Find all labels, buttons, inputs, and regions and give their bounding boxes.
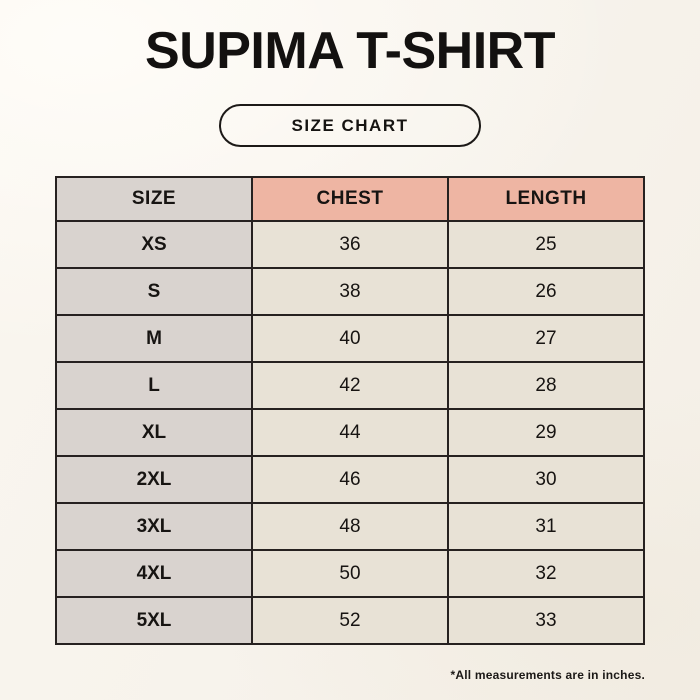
table-row: 4XL 50 32 — [55, 549, 645, 598]
chest-cell: 36 — [251, 220, 449, 269]
page-title: SUPIMA T-SHIRT — [145, 22, 555, 80]
size-cell: M — [55, 314, 253, 363]
size-table-header: SIZE CHEST LENGTH — [55, 176, 645, 222]
table-row: L 42 28 — [55, 361, 645, 410]
header-row: SIZE CHEST LENGTH — [55, 176, 645, 222]
chest-cell: 52 — [251, 596, 449, 645]
table-row: M 40 27 — [55, 314, 645, 363]
chest-cell: 48 — [251, 502, 449, 551]
chest-cell: 44 — [251, 408, 449, 457]
table-row: S 38 26 — [55, 267, 645, 316]
size-cell: S — [55, 267, 253, 316]
length-cell: 33 — [447, 596, 645, 645]
size-table-body: XS 36 25 S 38 26 M 40 27 L 42 28 XL 44 29 2XL 46 30 3XL 48 3… — [55, 220, 645, 645]
size-cell: 5XL — [55, 596, 253, 645]
size-chart-badge: SIZE CHART — [219, 104, 481, 147]
length-cell: 28 — [447, 361, 645, 410]
chest-cell: 38 — [251, 267, 449, 316]
size-cell: XL — [55, 408, 253, 457]
size-table: SIZE CHEST LENGTH XS 36 25 S 38 26 M 40 27 L 42 28 X… — [55, 176, 645, 645]
chest-cell: 40 — [251, 314, 449, 363]
chest-cell: 50 — [251, 549, 449, 598]
length-cell: 31 — [447, 502, 645, 551]
table-row: XS 36 25 — [55, 220, 645, 269]
size-cell: 2XL — [55, 455, 253, 504]
length-cell: 29 — [447, 408, 645, 457]
length-cell: 30 — [447, 455, 645, 504]
column-header-length: LENGTH — [447, 176, 645, 222]
chest-cell: 46 — [251, 455, 449, 504]
table-row: 5XL 52 33 — [55, 596, 645, 645]
length-cell: 26 — [447, 267, 645, 316]
chest-cell: 42 — [251, 361, 449, 410]
table-row: 3XL 48 31 — [55, 502, 645, 551]
table-row: 2XL 46 30 — [55, 455, 645, 504]
length-cell: 27 — [447, 314, 645, 363]
column-header-chest: CHEST — [251, 176, 449, 222]
footnote: *All measurements are in inches. — [450, 668, 645, 682]
table-row: XL 44 29 — [55, 408, 645, 457]
size-chart-badge-label: SIZE CHART — [291, 115, 409, 135]
length-cell: 32 — [447, 549, 645, 598]
length-cell: 25 — [447, 220, 645, 269]
size-cell: 4XL — [55, 549, 253, 598]
size-cell: XS — [55, 220, 253, 269]
size-cell: L — [55, 361, 253, 410]
size-cell: 3XL — [55, 502, 253, 551]
column-header-size: SIZE — [55, 176, 253, 222]
